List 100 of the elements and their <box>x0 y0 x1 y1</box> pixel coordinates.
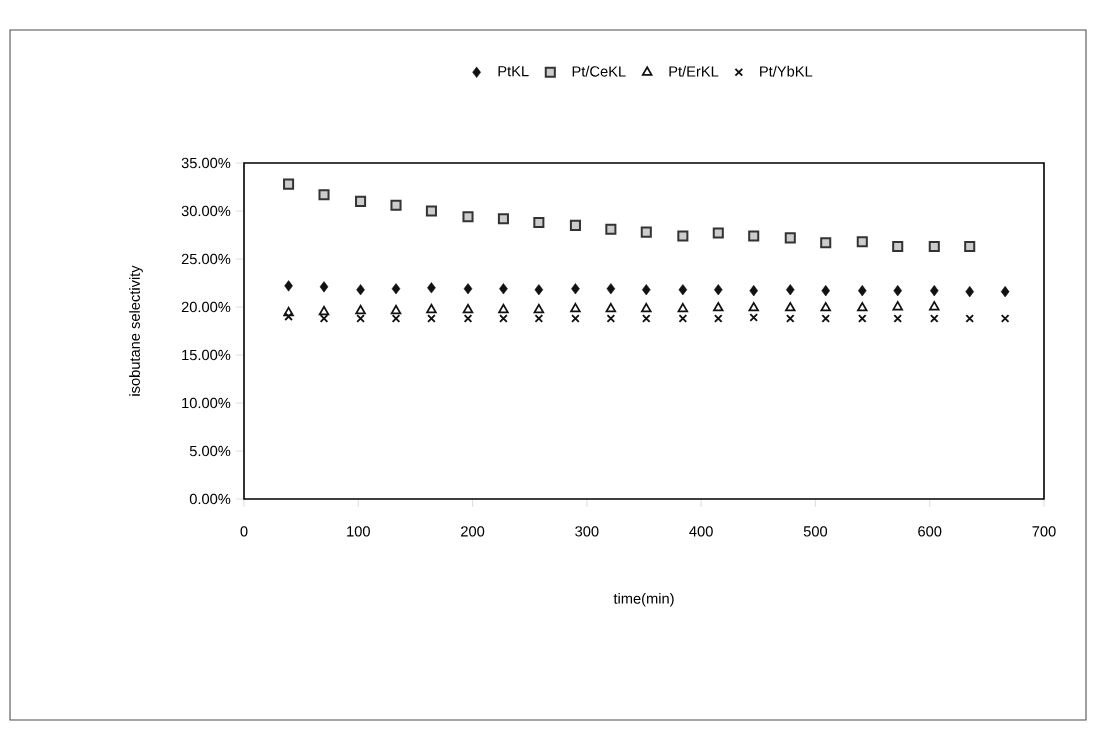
y-tick-label: 30.00% <box>181 205 231 217</box>
x-tick-label: 400 <box>689 526 713 537</box>
point <box>425 205 437 217</box>
x-tick-label: 300 <box>575 526 599 537</box>
point <box>1000 314 1010 323</box>
point <box>749 285 758 297</box>
legend-label: Pt/YbKL <box>760 65 813 77</box>
x-tick-label: 200 <box>461 526 485 537</box>
point <box>533 216 545 229</box>
point <box>641 302 652 313</box>
point <box>1000 286 1010 298</box>
legend-label: Pt/CeKL <box>572 65 626 77</box>
point <box>857 314 867 323</box>
y-tick-label: 0.00% <box>189 493 231 505</box>
point <box>356 314 365 323</box>
point <box>426 303 437 314</box>
point <box>319 281 329 293</box>
x-tick-label: 0 <box>240 526 248 537</box>
point <box>497 213 509 225</box>
point <box>570 302 581 313</box>
legend-label: Pt/ErKL <box>669 65 719 77</box>
point <box>640 226 652 238</box>
point <box>893 314 903 323</box>
point <box>318 305 330 316</box>
point <box>964 240 976 253</box>
point <box>427 282 436 294</box>
x-tick-label: 700 <box>1032 526 1056 537</box>
point <box>678 314 688 323</box>
point <box>641 314 651 323</box>
point <box>820 302 831 312</box>
point <box>534 314 544 323</box>
point <box>606 314 616 323</box>
point <box>678 284 688 296</box>
point <box>714 284 723 296</box>
point <box>283 178 295 190</box>
point <box>965 314 975 323</box>
point <box>355 304 366 315</box>
x-tick-label: 100 <box>347 526 370 537</box>
point <box>713 302 724 312</box>
point <box>713 314 723 323</box>
x-tick-label: 600 <box>918 526 942 537</box>
y-tick-label: 10.00% <box>182 397 231 409</box>
point <box>642 284 651 296</box>
point <box>930 285 939 297</box>
point <box>318 189 330 201</box>
point <box>498 303 509 314</box>
point <box>785 302 796 312</box>
point <box>677 230 689 242</box>
point <box>857 302 868 312</box>
point <box>284 312 293 321</box>
point <box>427 314 436 323</box>
point <box>606 283 616 295</box>
point <box>534 284 544 296</box>
point <box>784 232 796 244</box>
point <box>284 280 293 292</box>
point <box>356 284 365 296</box>
point <box>319 314 329 323</box>
point <box>499 283 508 295</box>
legend-label: PtKL <box>498 66 529 77</box>
y-tick-label: 35.00% <box>181 157 231 169</box>
point <box>712 227 724 239</box>
y-tick-label: 5.00% <box>189 445 231 457</box>
point <box>390 304 402 315</box>
point <box>821 314 831 323</box>
point <box>856 236 868 248</box>
point <box>463 283 473 295</box>
point <box>965 286 974 298</box>
point <box>928 240 940 253</box>
point <box>462 211 474 223</box>
point <box>605 302 617 313</box>
y-axis-title: isobutane selectivity <box>129 265 143 396</box>
point <box>820 237 832 249</box>
point <box>390 199 402 211</box>
point <box>786 284 795 296</box>
y-tick-label: 15.00% <box>182 349 231 361</box>
point <box>929 301 940 311</box>
x-tick-label: 500 <box>803 526 828 537</box>
point <box>749 313 759 322</box>
x-axis-title: time(min) <box>613 592 674 607</box>
point <box>391 283 401 295</box>
point <box>892 240 904 253</box>
point <box>571 283 580 295</box>
point <box>533 303 545 314</box>
point <box>569 219 581 231</box>
point <box>748 302 759 312</box>
point <box>355 195 367 207</box>
point <box>605 223 617 235</box>
point <box>499 314 508 323</box>
point <box>748 230 760 242</box>
point <box>391 314 401 323</box>
point <box>785 314 795 323</box>
point <box>892 301 903 311</box>
point <box>677 302 689 313</box>
point <box>821 285 830 297</box>
point <box>893 285 902 297</box>
y-tick-label: 25.00% <box>181 253 231 265</box>
point <box>858 285 867 297</box>
point <box>571 314 580 323</box>
y-tick-label: 20.00% <box>181 301 231 313</box>
point <box>463 314 473 323</box>
